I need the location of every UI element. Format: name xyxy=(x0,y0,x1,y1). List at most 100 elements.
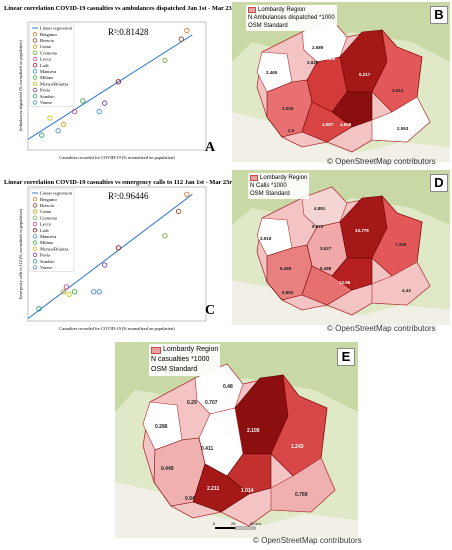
legend-marker xyxy=(32,234,38,239)
legend-marker xyxy=(32,62,38,68)
legend-entry: Milano xyxy=(40,240,54,245)
map-e-value: 1.243 xyxy=(291,444,304,450)
legend-entry: Varese xyxy=(40,265,52,270)
legend-marker xyxy=(32,75,38,80)
panel-letter-a: A xyxy=(205,140,216,155)
scatter-point xyxy=(91,289,97,295)
map-d-value: 7.336 xyxy=(395,242,407,247)
legend-entry: Mantova xyxy=(40,69,56,74)
legend-entry: Bergamo xyxy=(40,197,57,202)
legend-marker xyxy=(32,44,38,49)
legend-marker xyxy=(32,215,38,220)
legend-entry: Brescia xyxy=(40,38,54,43)
chart-a-r-squared: R²:0.81428 xyxy=(108,27,149,37)
map-b-value: 5.465 xyxy=(324,56,336,61)
map-e-scale-bar: 0 25 50 km xyxy=(213,521,262,530)
region-swatch xyxy=(250,175,258,181)
chart-c-panel: Linear correlation COVID-19 casualties v… xyxy=(0,175,250,335)
map-b-value: 2.553 xyxy=(397,126,409,131)
legend-entry: Lecco xyxy=(40,57,52,62)
map-e-svg: 0.48 0.286 0.29 0.707 2.105 0.411 1.243 … xyxy=(115,342,358,538)
legend-marker xyxy=(32,240,38,245)
map-d-value: 5.873 xyxy=(312,224,324,229)
plot-area xyxy=(27,186,207,322)
legend-entry: Como xyxy=(40,209,52,214)
scale-label: 50 km xyxy=(250,521,262,526)
scatter-point xyxy=(47,115,53,121)
map-d-svg: 4.891 3.916 5.873 3.627 13.779 7.336 6.4… xyxy=(232,170,450,325)
legend-entry: Monza/Brianza xyxy=(40,81,68,86)
legend-marker xyxy=(32,246,38,251)
map-d-value: 4.43 xyxy=(402,288,411,293)
y-axis-label: Ambulances dispatched (% normalized on p… xyxy=(18,40,23,132)
map-d-value: 3.627 xyxy=(320,246,332,251)
map-e-value: 0.449 xyxy=(161,466,174,472)
map-e-value: 2.211 xyxy=(207,486,219,492)
legend-entry: Linear regression xyxy=(40,26,73,31)
map-e-value: 2.105 xyxy=(247,428,260,434)
legend-marker xyxy=(32,93,38,99)
scatter-point xyxy=(162,57,168,64)
legend-entry: Bergamo xyxy=(40,32,57,37)
scatter-point xyxy=(115,245,122,251)
legend-entry: Varese xyxy=(40,100,52,105)
scale-label: 0 xyxy=(213,521,216,526)
map-b-value: 4.656 xyxy=(340,122,352,127)
scatter-point xyxy=(63,284,69,290)
legend-text: Lombardy Region xyxy=(258,7,306,13)
legend-text: OSM Standard xyxy=(250,191,290,197)
map-d-value: 5.488 xyxy=(320,266,332,271)
legend-entry: Milano xyxy=(40,75,54,80)
legend-marker xyxy=(32,203,38,208)
legend-entry: Lecco xyxy=(40,222,52,227)
chart-a-panel: Linear correlation COVID-19 casualties v… xyxy=(0,0,253,170)
legend-entry: Linear regression xyxy=(40,191,73,196)
map-e-value: 0.48 xyxy=(223,384,233,390)
map-d-value: 3.916 xyxy=(260,236,272,241)
map-b-value: 2.465 xyxy=(266,70,278,75)
scatter-point xyxy=(66,291,72,297)
legend-marker xyxy=(32,197,38,202)
legend-entry: Monza/Brianza xyxy=(40,246,68,251)
map-e-legend: Lombardy Region N casualties *1000 OSM S… xyxy=(149,344,221,376)
legend-text: Lombardy Region xyxy=(260,175,308,181)
map-e-value: 1.014 xyxy=(241,488,254,494)
legend-text: Lombardy Region xyxy=(163,346,219,353)
scatter-point xyxy=(175,208,182,215)
legend-entry: Brescia xyxy=(40,203,54,208)
legend-entry: Pavia xyxy=(40,253,50,258)
legend-marker xyxy=(32,209,38,214)
legend-marker xyxy=(32,81,38,86)
panel-letter-b: B xyxy=(430,6,448,24)
scatter-point xyxy=(60,289,67,295)
chart-c-title: Linear correlation COVID-19 casualties v… xyxy=(4,179,251,186)
chart-c-r-squared: R²:0.96446 xyxy=(108,191,149,201)
scatter-point xyxy=(71,289,78,295)
scatter-point xyxy=(80,98,86,104)
legend-entry: Pavia xyxy=(40,88,50,93)
map-b-value: 2.612 xyxy=(392,88,404,93)
map-b-value: 4.087 xyxy=(322,122,334,127)
panel-letter-e: E xyxy=(337,348,355,366)
legend-row-region: Lombardy Region xyxy=(151,345,218,355)
map-b: 2.465 2.689 2.825 5.465 5.217 2.612 4.65… xyxy=(232,2,450,162)
legend-marker xyxy=(32,32,38,37)
legend-marker xyxy=(32,38,38,43)
plot-area xyxy=(27,21,207,151)
map-b-value: 5.217 xyxy=(359,72,371,77)
legend-entry: Lodi xyxy=(40,63,49,68)
legend-entry: Como xyxy=(40,44,52,49)
legend-marker xyxy=(32,252,38,258)
scatter-point xyxy=(102,262,108,268)
chart-a-title: Linear correlation COVID-19 casualties v… xyxy=(4,5,253,12)
map-e-copyright: © OpenStreetMap contributors xyxy=(253,536,362,545)
regression-line xyxy=(27,34,193,140)
panel-letter-d: D xyxy=(430,174,448,192)
legend-entry: Lodi xyxy=(40,228,49,233)
scatter-point xyxy=(162,233,168,239)
scatter-point xyxy=(102,100,108,106)
x-axis-label: Casualties recorded for COVID-19 (% norm… xyxy=(59,155,175,160)
map-d-value: 6.853 xyxy=(282,290,294,295)
legend-marker xyxy=(32,228,38,233)
map-e-value: 0.286 xyxy=(155,424,168,430)
